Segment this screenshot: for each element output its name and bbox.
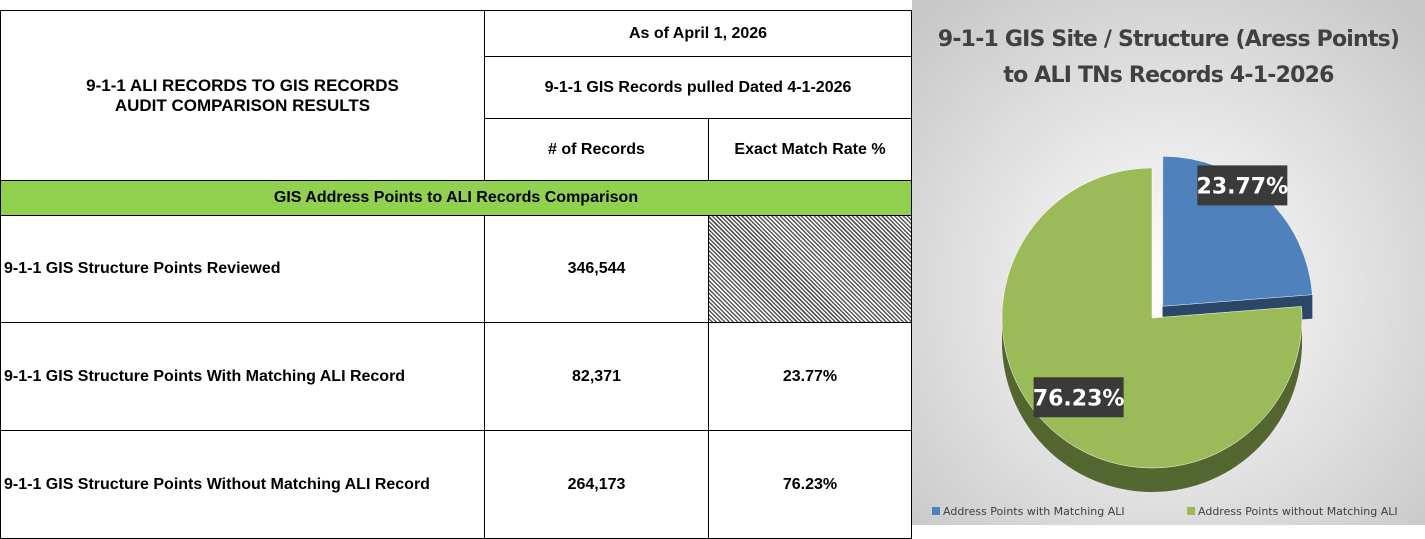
record-count: 82,371 [484,322,709,431]
row-label-text: 9-1-1 GIS Structure Points Reviewed [4,260,281,277]
record-count: 264,173 [484,430,709,539]
column-header-text: # of Records [548,140,645,158]
match-rate-text: 76.23% [782,475,838,493]
column-header: Exact Match Rate % [708,118,912,181]
data-label-box [1033,377,1124,418]
title-line: 9-1-1 ALI RECORDS TO GIS RECORDS [86,75,399,95]
match-rate: 23.77% [708,322,912,431]
section-header-text: GIS Address Points to ALI Records Compar… [273,189,639,206]
legend-swatch [1187,507,1195,515]
row-label: 9-1-1 GIS Structure Points Without Match… [0,430,485,539]
chart-title: 9-1-1 GIS Site / Structure (Aress Points… [912,22,1425,94]
data-label: 23.77% [1197,174,1289,199]
legend-label: Address Points without Matching ALI [1198,505,1398,518]
column-header: # of Records [484,118,709,181]
match-rate: 76.23% [708,430,912,539]
legend-label: Address Points with Matching ALI [943,505,1125,518]
title-line: 9-1-1 GIS Site / Structure (Aress Points… [937,27,1400,52]
section-header: GIS Address Points to ALI Records Compar… [0,180,912,216]
match-rate-text: 23.77% [782,367,838,385]
legend-swatch [932,507,940,515]
as-of-header: As of April 1, 2026 [484,10,912,57]
data-label-box [1197,165,1288,206]
record-count-text: 346,544 [567,260,626,277]
row-label-text: 9-1-1 GIS Structure Points Without Match… [4,475,430,493]
data-label: 76.23% [1033,386,1125,411]
pulled-header-text: 9-1-1 GIS Records pulled Dated 4-1-2026 [544,78,852,96]
record-count-text: 82,371 [572,367,621,385]
title-line: AUDIT COMPARISON RESULTS [114,95,371,115]
record-count: 346,544 [484,215,709,323]
title-line: to ALI TNs Records 4-1-2026 [1003,63,1334,88]
row-label: 9-1-1 GIS Structure Points Reviewed [0,215,485,323]
hatched-cell [708,215,912,323]
column-header-text: Exact Match Rate % [734,140,886,158]
row-label: 9-1-1 GIS Structure Points With Matching… [0,322,485,431]
pulled-header: 9-1-1 GIS Records pulled Dated 4-1-2026 [484,56,912,119]
record-count-text: 264,173 [567,475,626,493]
as-of-header-text: As of April 1, 2026 [628,24,768,42]
table-title: 9-1-1 ALI RECORDS TO GIS RECORDS AUDIT CO… [0,10,485,181]
row-label-text: 9-1-1 GIS Structure Points With Matching… [4,367,406,385]
pie-chart: 23.77% 76.23% Address Points with Matching… [912,0,1425,525]
